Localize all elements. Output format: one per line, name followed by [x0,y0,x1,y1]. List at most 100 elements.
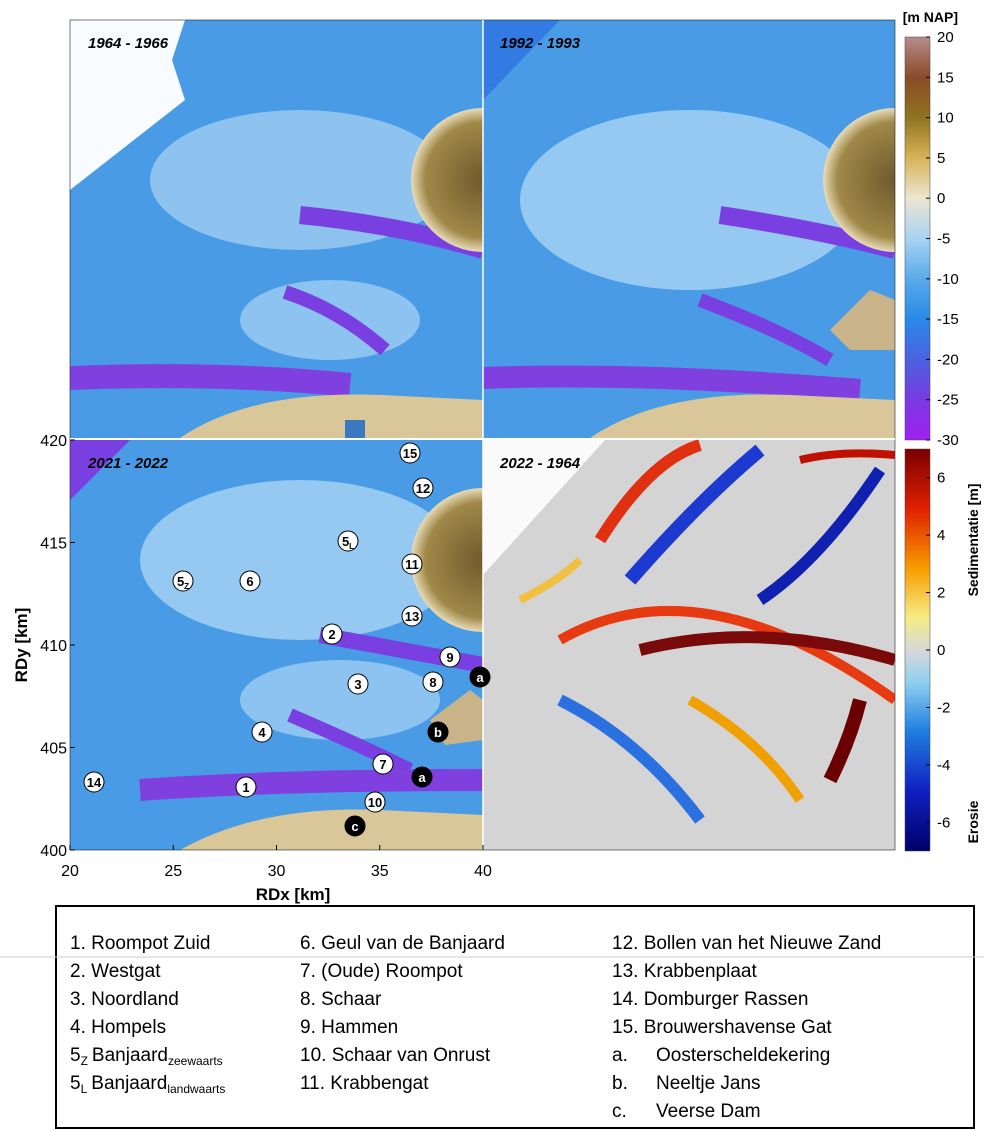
site-number: 1 [242,780,249,795]
site-subscript: Z [184,582,189,591]
colorbar-tick-label: -10 [937,271,959,288]
colorbar-tick-label: 0 [937,190,945,207]
legend-key: a. [612,1045,628,1066]
legend-entry: 6. Geul van de Banjaard [300,933,505,954]
y-tick-label: 400 [40,843,67,860]
site-label: 9 [446,650,453,665]
colorbar-tick-label: 20 [937,29,954,46]
colorbar-tick-label: -30 [937,432,959,449]
legend-entry: 12. Bollen van het Nieuwe Zand [612,933,881,954]
legend-key: b. [612,1073,628,1094]
site-label: 4 [258,725,266,740]
site-number: 2 [328,627,335,642]
y-tick-label: 405 [40,741,67,758]
site-number: 9 [446,650,453,665]
site-label: 6 [246,574,253,589]
legend-entry: Veerse Dam [656,1101,761,1122]
site-label: 8 [429,675,436,690]
legend-entry: 4. Hompels [70,1017,166,1038]
legend-entry: 11. Krabbengat [300,1073,429,1094]
legend-entry: 15. Brouwershavense Gat [612,1017,832,1038]
legend-subscript: L [81,1082,88,1096]
site-number: 3 [354,677,361,692]
site-number: 7 [379,757,386,772]
site-number: c [351,819,358,834]
x-tick-label: 20 [61,863,79,880]
panel-title: 1964 - 1966 [88,35,169,52]
legend-entry: 1. Roompot Zuid [70,933,210,954]
colorbar-tick-label: -6 [937,814,950,831]
site-label: 1 [242,780,249,795]
site-number: a [418,770,426,785]
legend-entry: 9. Hammen [300,1017,398,1038]
legend-entry: 13. Krabbenplaat [612,961,757,982]
map-panel [483,440,895,850]
colorbar-label: [m NAP] [903,9,958,25]
site-number: 14 [87,775,102,790]
colorbar-tick-label: 15 [937,69,954,86]
site-number: a [476,670,484,685]
legend-number: 5 [70,1045,81,1066]
colorbar-tick-label: -5 [937,231,950,248]
site-subscript: L [349,542,354,551]
x-tick-label: 35 [371,863,389,880]
x-axis-label: RDx [km] [256,885,331,904]
legend-entry: 2. Westgat [70,961,161,982]
site-number: 8 [429,675,436,690]
panel-title: 2022 - 1964 [499,455,581,472]
legend-subscript: landwaarts [167,1082,225,1096]
y-axis-label: RDy [km] [12,608,31,683]
legend-entry: 10. Schaar van Onrust [300,1045,491,1066]
site-label: 13 [405,609,419,624]
x-tick-label: 25 [164,863,182,880]
colorbar-tick-label: 5 [937,150,945,167]
x-tick-label: 40 [474,863,492,880]
colorbar-tick-label: -25 [937,392,959,409]
colorbar-label: Erosie [965,800,981,843]
site-label: 11 [405,557,419,572]
legend-entry: Neeltje Jans [656,1073,761,1094]
site-label: 15 [403,446,417,461]
site-number: b [434,725,442,740]
y-tick-label: 410 [40,638,67,655]
site-number: 4 [258,725,266,740]
site-number: 15 [403,446,417,461]
site-label: c [351,819,358,834]
y-tick-label: 420 [40,433,67,450]
legend-number: 5 [70,1073,81,1094]
site-label: a [476,670,484,685]
site-number: 6 [246,574,253,589]
panel-title: 2021 - 2022 [87,455,169,472]
legend-key: c. [612,1101,627,1122]
site-label: 3 [354,677,361,692]
site-label: b [434,725,442,740]
colorbar-tick-label: -4 [937,757,950,774]
colorbar-tick-label: -20 [937,351,959,368]
legend-entry: 3. Noordland [70,989,179,1010]
site-label: 14 [87,775,102,790]
legend-subscript: zeewaarts [168,1054,223,1068]
site-label: 2 [328,627,335,642]
colorbar-tick-label: 10 [937,110,954,127]
y-tick-label: 415 [40,536,67,553]
colorbar-tick-label: 0 [937,642,945,659]
site-number: 13 [405,609,419,624]
site-number: 11 [405,557,419,572]
figure: RDx [km] RDy [km] [m NAP] Sedimentatie [… [0,0,984,1130]
x-tick-label: 30 [268,863,286,880]
legend-entry: 8. Schaar [300,989,382,1010]
site-label: 7 [379,757,386,772]
panel-title: 1992 - 1993 [500,35,581,52]
site-number: 5 [177,574,184,589]
colorbar-tick-label: -15 [937,311,959,328]
legend-entry: 7. (Oude) Roompot [300,961,463,982]
colorbar-tick-label: 2 [937,585,945,602]
legend-entry: Oosterscheldekering [656,1045,830,1066]
legend-name: Banjaard [91,1073,167,1094]
legend-entry: 14. Domburger Rassen [612,989,808,1010]
site-label: 10 [368,795,382,810]
site-number: 5 [342,534,349,549]
site-number: 10 [368,795,382,810]
